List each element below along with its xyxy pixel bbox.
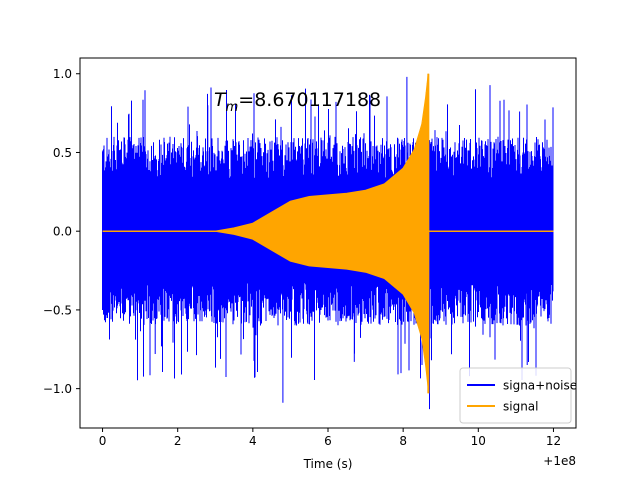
annotation-value: =8.670117188 — [238, 89, 381, 111]
y-axis: −1.0 −0.5 0.0 0.5 1.0 — [43, 67, 80, 396]
signal-envelope-lower — [215, 230, 429, 389]
y-tick-label: 0.5 — [53, 146, 72, 160]
x-tick-label: 0 — [99, 434, 107, 448]
signal-envelope-upper — [215, 73, 429, 232]
legend-label-signal: signal — [503, 400, 539, 414]
y-tick-label: 0.0 — [53, 225, 72, 239]
x-offset-label: +1e8 — [543, 454, 576, 468]
legend: signa+noise signal — [459, 367, 577, 424]
x-tick-label: 6 — [324, 434, 332, 448]
y-tick-label: −1.0 — [43, 382, 72, 396]
annotation-subscript: m — [226, 100, 239, 115]
annotation-symbol: T — [214, 89, 227, 111]
x-tick-label: 10 — [471, 434, 486, 448]
legend-label-noise: signa+noise — [503, 379, 577, 393]
x-axis-label: Time (s) — [303, 457, 353, 471]
x-tick-label: 12 — [546, 434, 561, 448]
x-axis: 0 2 4 6 8 10 12 — [99, 428, 561, 448]
y-tick-label: −0.5 — [43, 303, 72, 317]
merger-time-annotation: Tm=8.670117188 — [214, 89, 381, 115]
x-tick-label: 4 — [249, 434, 257, 448]
legend-box — [459, 367, 572, 424]
x-tick-label: 8 — [399, 434, 407, 448]
y-tick-label: 1.0 — [53, 67, 72, 81]
x-tick-label: 2 — [174, 434, 182, 448]
